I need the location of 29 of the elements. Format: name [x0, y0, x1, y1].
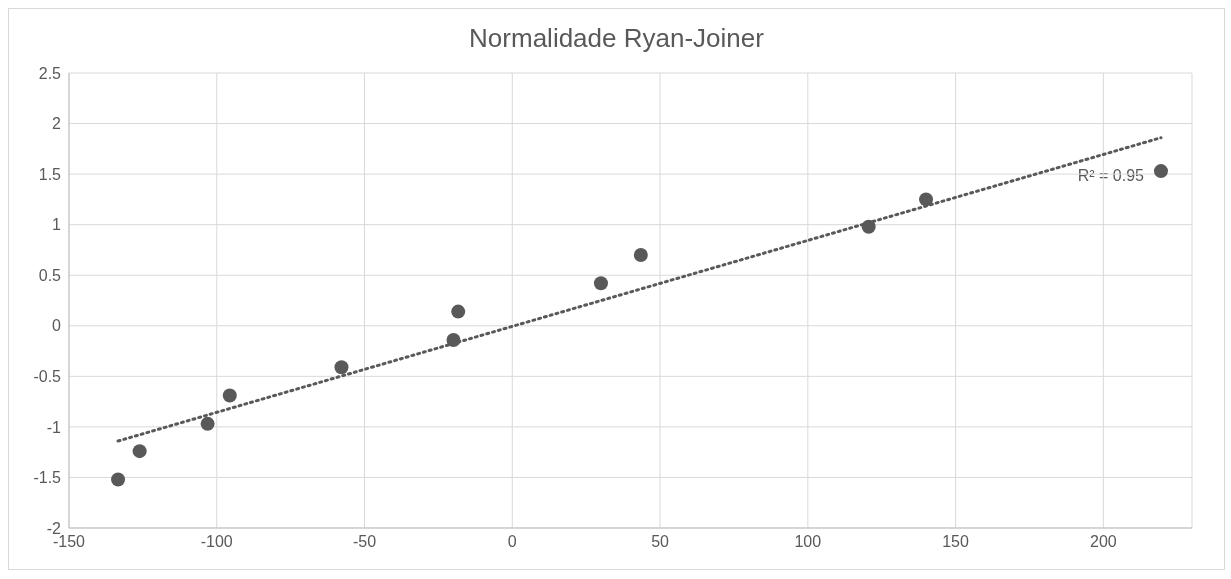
- point: [1153, 164, 1168, 179]
- x-tick-label: 100: [794, 533, 822, 551]
- point: [633, 248, 648, 262]
- point: [593, 276, 608, 291]
- x-tick-label: -100: [200, 533, 233, 551]
- annotation: R² = 0.95: [1077, 167, 1144, 185]
- point: [132, 444, 147, 459]
- y-tick-label: 0.5: [38, 266, 62, 284]
- y-tick-label: 1: [52, 216, 62, 234]
- x-tick-label: 200: [1089, 533, 1117, 551]
- point: [111, 472, 126, 487]
- y-tick-label: -1: [46, 418, 62, 436]
- chart-title: Normalidade Ryan-Joiner: [468, 22, 765, 55]
- y-tick-label: -0.5: [33, 368, 62, 386]
- point: [334, 360, 349, 375]
- point: [919, 192, 934, 207]
- x-tick-label: 150: [942, 533, 970, 551]
- y-tick-label: 2: [52, 115, 62, 133]
- y-tick-label: 0: [52, 317, 62, 335]
- x-tick-label: 50: [651, 533, 670, 551]
- point: [200, 416, 215, 431]
- x-tick-label: -150: [52, 533, 86, 551]
- y-tick-label: 1.5: [38, 165, 62, 183]
- x-tick-label: -50: [352, 533, 377, 551]
- y-tick-label: -1.5: [33, 469, 62, 487]
- x-tick-label: 0: [507, 533, 517, 551]
- y-tick-label: 2.5: [38, 64, 62, 82]
- point: [222, 388, 237, 403]
- point: [451, 304, 466, 319]
